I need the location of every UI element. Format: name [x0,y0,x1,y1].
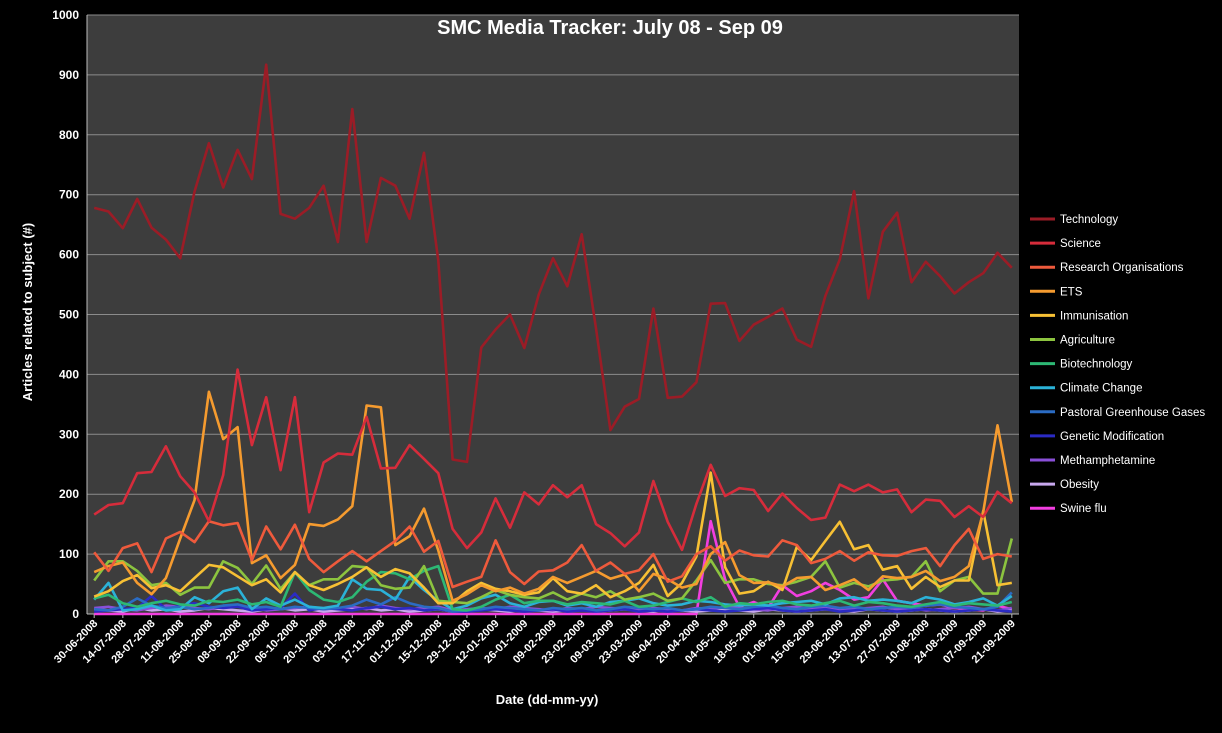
series-line-technology [93,63,1013,464]
y-tick-label: 200 [59,487,79,501]
y-tick-label: 900 [59,68,79,82]
legend-label: Methamphetamine [1060,455,1155,467]
legend: Technology Science Research Organisations E… [1030,214,1205,515]
y-tick-label: 600 [59,248,79,262]
series-line-pastoral-greenhouse-gases [94,591,1013,613]
legend-label: Agriculture [1060,335,1115,347]
y-tick-label: 800 [59,128,79,142]
legend-label: Pastoral Greenhouse Gases [1060,407,1205,419]
y-tick-label: 500 [59,308,79,322]
legend-label: Research Organisations [1060,262,1184,274]
legend-label: Genetic Modification [1060,431,1164,443]
chart-title: SMC Media Tracker: July 08 - Sep 09 [437,17,783,39]
y-tick-label: 0 [72,607,79,621]
y-tick-label: 100 [59,547,79,561]
legend-label: Immunisation [1060,310,1128,322]
legend-label: Swine flu [1060,503,1107,515]
y-axis: 0 100 200 300 400 500 600 700 800 900 1000 [52,8,88,621]
legend-label: Technology [1060,214,1118,226]
legend-label: Science [1060,238,1101,250]
series-line-research-organisations [93,519,1013,589]
legend-label: ETS [1060,286,1083,298]
legend-label: Biotechnology [1060,359,1132,371]
series-line-science [93,368,1013,552]
x-axis-label: Date (dd-mm-yy) [496,692,599,707]
series-line-ets [93,390,1014,603]
y-axis-label: Articles related to subject (#) [20,223,35,401]
gridlines [87,14,1019,555]
series-lines [93,63,1014,616]
series-line-biotechnology [93,564,1013,612]
y-tick-label: 1000 [52,8,79,22]
legend-label: Obesity [1060,479,1099,491]
y-tick-label: 700 [59,188,79,202]
y-tick-label: 400 [59,367,79,381]
legend-label: Climate Change [1060,383,1142,395]
y-tick-label: 300 [59,427,79,441]
